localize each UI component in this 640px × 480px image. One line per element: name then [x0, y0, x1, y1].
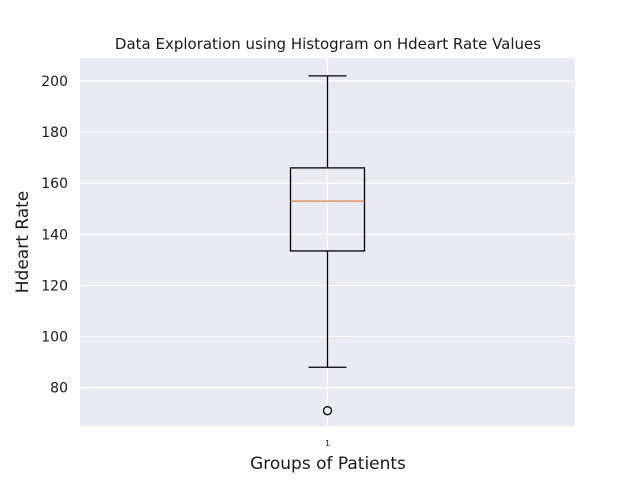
y-tick-label: 80: [50, 381, 68, 397]
iqr-box: [289, 167, 366, 252]
y-axis-label: Hdeart Rate: [13, 191, 33, 294]
x-axis-label: Groups of Patients: [250, 454, 406, 474]
x-tick-label: 1: [325, 439, 330, 448]
y-tick-labels: 80 100 120 140 160 180 200: [41, 74, 68, 397]
y-tick-label: 160: [41, 176, 68, 192]
outlier-point: [322, 406, 333, 416]
y-tick-label: 200: [41, 74, 68, 90]
box-layer: [289, 75, 366, 416]
x-tick-labels: 1: [325, 439, 330, 448]
y-tick-label: 100: [41, 330, 68, 346]
y-tick-label: 180: [41, 125, 68, 141]
chart-title: Data Exploration using Histogram on Hdea…: [115, 35, 541, 53]
y-tick-label: 140: [41, 227, 68, 243]
y-tick-label: 120: [41, 278, 68, 294]
